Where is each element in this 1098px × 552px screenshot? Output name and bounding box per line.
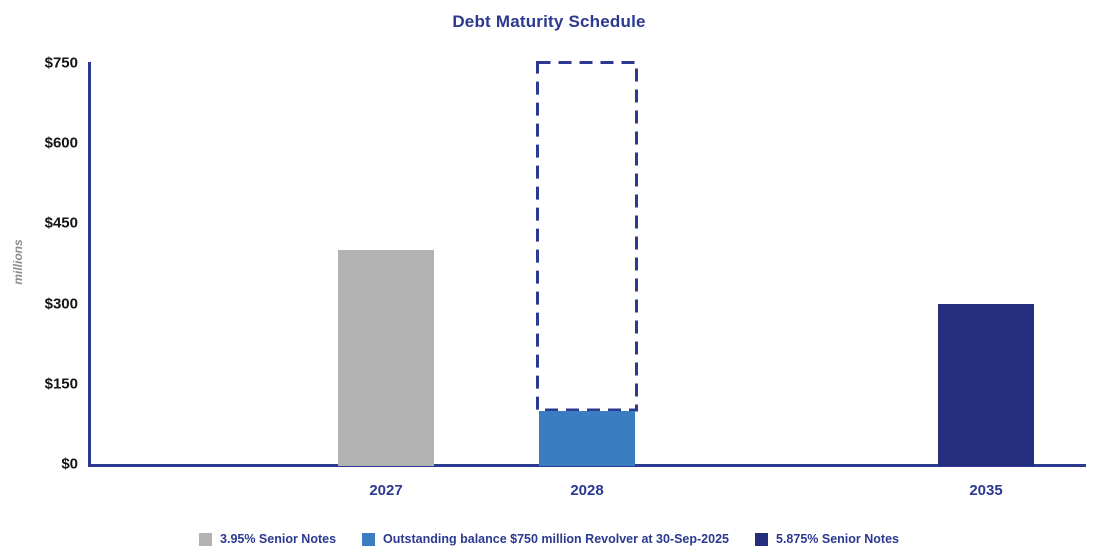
- y-axis-tick-label: $450: [44, 214, 78, 232]
- legend-label: 3.95% Senior Notes: [220, 532, 337, 546]
- x-axis-label-2027: 2027: [369, 482, 403, 499]
- bar-2028: [539, 410, 635, 466]
- dashed-outline-icon: [536, 61, 638, 412]
- legend: 3.95% Senior Notes Outstanding balance $7…: [0, 532, 1098, 546]
- chart-title: Debt Maturity Schedule: [452, 12, 646, 31]
- y-axis-tick-label: $750: [44, 54, 78, 72]
- legend-swatch-icon: [199, 532, 213, 546]
- legend-item: 5.875% Senior Notes: [755, 532, 899, 546]
- legend-label: Outstanding balance $750 million Revolve…: [383, 532, 729, 546]
- bar-2035: [938, 303, 1034, 466]
- y-axis-tick-label: $150: [44, 375, 78, 393]
- legend-item: 3.95% Senior Notes: [199, 532, 336, 546]
- bar-2027: [338, 250, 434, 466]
- legend-swatch-icon: [362, 532, 376, 546]
- y-axis-line: [88, 62, 91, 467]
- y-axis-tick-label: $300: [44, 295, 78, 313]
- x-axis-label-2035: 2035: [969, 482, 1003, 499]
- x-axis-label-2028: 2028: [570, 482, 604, 499]
- y-axis-units-label: millions: [11, 239, 25, 285]
- legend-item: Outstanding balance $750 million Revolve…: [362, 532, 729, 546]
- legend-swatch-icon: [755, 532, 768, 546]
- revolver-capacity-dashed-box: [536, 61, 638, 412]
- y-axis-tick-label: $0: [61, 455, 78, 473]
- legend-label: 5.875% Senior Notes: [776, 532, 899, 546]
- y-axis-tick-label: $600: [44, 134, 78, 152]
